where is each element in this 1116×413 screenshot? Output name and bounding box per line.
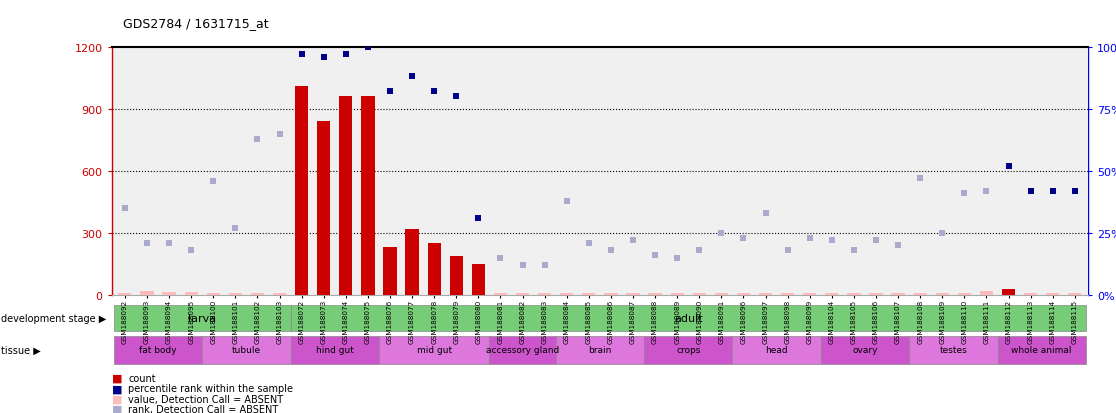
Bar [472,264,485,295]
Text: hind gut: hind gut [316,346,354,354]
Text: ■: ■ [112,404,122,413]
Bar [781,294,795,295]
Bar [604,294,617,295]
Bar [847,294,860,295]
Text: testes: testes [940,346,968,354]
Text: ■: ■ [112,383,122,393]
Bar [379,336,490,364]
Bar [892,294,905,295]
Bar [163,292,175,295]
Bar [693,294,706,295]
Bar [732,336,820,364]
Bar [317,122,330,295]
Bar [362,97,375,295]
Text: GDS2784 / 1631715_at: GDS2784 / 1631715_at [123,17,268,29]
Bar [671,294,684,295]
Text: head: head [766,346,788,354]
Bar [759,294,772,295]
Bar [980,292,993,295]
Bar [1024,294,1037,295]
Bar [251,293,264,295]
Bar [450,256,463,295]
Bar [1002,289,1016,295]
Bar [644,336,732,364]
Bar [1068,294,1081,295]
Text: development stage ▶: development stage ▶ [1,313,106,323]
Bar [206,293,220,295]
Bar [184,292,198,295]
Text: brain: brain [588,346,612,354]
Text: percentile rank within the sample: percentile rank within the sample [128,383,294,393]
Text: tissue ▶: tissue ▶ [1,345,41,355]
Bar [229,293,242,295]
Bar [869,294,883,295]
Text: accessory gland: accessory gland [485,346,559,354]
Text: mid gut: mid gut [416,346,452,354]
Text: whole animal: whole animal [1011,346,1072,354]
Bar [910,336,998,364]
Bar [141,292,154,295]
Bar [560,294,574,295]
Text: adult: adult [674,313,703,323]
Bar [290,336,379,364]
Bar [383,248,396,295]
Text: ■: ■ [112,394,122,404]
Text: rank, Detection Call = ABSENT: rank, Detection Call = ABSENT [128,404,279,413]
Bar [493,294,507,295]
Text: value, Detection Call = ABSENT: value, Detection Call = ABSENT [128,394,283,404]
Bar [935,294,949,295]
Bar [427,244,441,295]
Bar [998,336,1086,364]
Bar [516,294,529,295]
Bar [490,336,556,364]
Bar [202,336,290,364]
Text: ■: ■ [112,373,122,383]
Text: count: count [128,373,156,383]
Bar [583,294,596,295]
Bar [538,294,551,295]
Bar [273,293,286,295]
Bar [648,294,662,295]
Bar [405,229,418,295]
Bar [118,294,132,295]
Bar [958,294,971,295]
Bar [1046,294,1059,295]
Bar [114,336,202,364]
Text: larva: larva [189,313,217,323]
Text: ovary: ovary [853,346,877,354]
Bar [914,294,926,295]
Bar [295,87,308,295]
Bar [737,294,750,295]
Bar [290,305,1086,331]
Bar [556,336,644,364]
Text: fat body: fat body [140,346,176,354]
Bar [339,97,353,295]
Bar [626,294,639,295]
Bar [804,294,817,295]
Text: tubule: tubule [232,346,261,354]
Text: crops: crops [676,346,701,354]
Bar [114,305,290,331]
Bar [714,294,728,295]
Bar [825,294,838,295]
Bar [820,336,910,364]
